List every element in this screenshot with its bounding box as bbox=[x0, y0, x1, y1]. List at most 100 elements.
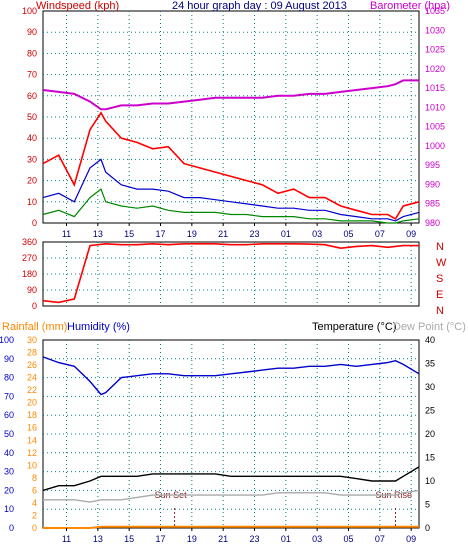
barometer-tick-label: 980 bbox=[425, 218, 440, 228]
barometer-tick-label: 1005 bbox=[425, 122, 445, 132]
barometer-tick-label: 985 bbox=[425, 199, 440, 209]
rainfall-tick-label: 0 bbox=[32, 523, 37, 533]
direction-axis: 0 90 180 270 360 bbox=[22, 237, 37, 311]
windspeed-axis: 0 10 20 30 40 50 60 70 80 90 100 bbox=[22, 6, 37, 228]
compass-label: W bbox=[436, 257, 447, 269]
x-tick-label: 01 bbox=[281, 534, 291, 544]
x-tick-label: 19 bbox=[187, 534, 197, 544]
x-tick-label: 13 bbox=[93, 229, 103, 239]
x-tick-label: 17 bbox=[155, 534, 165, 544]
x-tick-label: 23 bbox=[249, 229, 259, 239]
x-tick-label: 07 bbox=[375, 229, 385, 239]
temperature-axis-title: Temperature (°C) bbox=[312, 321, 396, 333]
x-tick-label: 11 bbox=[62, 229, 71, 239]
barometer-tick-label: 1030 bbox=[425, 25, 445, 35]
direction-tick-label: 180 bbox=[22, 269, 37, 279]
rainfall-tick-label: 20 bbox=[27, 398, 37, 408]
direction-plot-grid bbox=[43, 242, 419, 306]
rainfall-tick-label: 10 bbox=[27, 460, 37, 470]
barometer-axis-title: Barometer (hpa) bbox=[370, 0, 450, 12]
windspeed-tick-label: 90 bbox=[27, 27, 37, 37]
barometer-tick-label: 1010 bbox=[425, 102, 445, 112]
temperature-tick-label: 20 bbox=[425, 429, 435, 439]
temperature-tick-label: 30 bbox=[425, 382, 435, 392]
windspeed-tick-label: 80 bbox=[27, 48, 37, 58]
x-tick-label: 09 bbox=[406, 229, 416, 239]
windspeed-tick-label: 40 bbox=[27, 133, 37, 143]
humidity-tick-label: 50 bbox=[4, 429, 14, 439]
x-tick-label: 05 bbox=[343, 534, 353, 544]
compass-label: E bbox=[436, 289, 443, 301]
windspeed-tick-label: 50 bbox=[27, 112, 37, 122]
direction-tick-label: 360 bbox=[22, 237, 37, 247]
barometer-tick-label: 1025 bbox=[425, 45, 445, 55]
x-tick-label: 23 bbox=[249, 534, 259, 544]
humidity-axis-title: Humidity (%) bbox=[67, 321, 130, 333]
rainfall-tick-label: 22 bbox=[27, 385, 37, 395]
temperature-tick-label: 25 bbox=[425, 406, 435, 416]
barometer-tick-label: 1000 bbox=[425, 141, 445, 151]
rainfall-axis-title: Rainfall (mm) bbox=[2, 321, 67, 333]
x-tick-label: 07 bbox=[375, 534, 385, 544]
dewpoint-line bbox=[43, 489, 420, 503]
rainfall-line bbox=[43, 525, 419, 529]
rainfall-tick-label: 2 bbox=[32, 510, 37, 520]
x-tick-label: 09 bbox=[406, 534, 416, 544]
x-tick-label: 13 bbox=[93, 534, 103, 544]
temperature-tick-label: 10 bbox=[425, 476, 435, 486]
temperature-tick-label: 5 bbox=[425, 500, 430, 510]
humidity-tick-label: 80 bbox=[4, 373, 14, 383]
direction-series bbox=[42, 242, 419, 304]
windspeed-tick-label: 100 bbox=[22, 6, 37, 16]
direction-tick-label: 0 bbox=[32, 301, 37, 311]
humidity-tick-label: 70 bbox=[4, 391, 14, 401]
humidity-tick-label: 10 bbox=[4, 504, 14, 514]
barometer-tick-label: 990 bbox=[425, 179, 440, 189]
rainfall-tick-label: 16 bbox=[27, 423, 37, 433]
temperature-tick-label: 15 bbox=[425, 453, 435, 463]
barometer-tick-label: 1035 bbox=[425, 6, 445, 16]
average-line bbox=[42, 158, 420, 222]
humidity-tick-label: 40 bbox=[4, 448, 14, 458]
direction-tick-label: 90 bbox=[27, 285, 37, 295]
low-line bbox=[42, 188, 420, 224]
temperature-x-axis: 11 13 15 17 19 21 23 01 03 05 07 09 bbox=[62, 528, 416, 544]
humidity-tick-label: 90 bbox=[4, 354, 14, 364]
windspeed-tick-label: 20 bbox=[27, 176, 37, 186]
rainfall-tick-label: 12 bbox=[27, 448, 37, 458]
x-tick-label: 03 bbox=[312, 534, 322, 544]
windspeed-tick-label: 10 bbox=[27, 197, 37, 207]
rainfall-tick-label: 6 bbox=[32, 485, 37, 495]
temperature-plot-grid bbox=[43, 340, 419, 528]
humidity-axis: 0 10 20 30 40 50 60 70 80 90 100 bbox=[0, 335, 14, 533]
compass-label: N bbox=[436, 241, 444, 253]
rainfall-tick-label: 28 bbox=[27, 348, 37, 358]
humidity-tick-label: 60 bbox=[4, 410, 14, 420]
direction-line bbox=[42, 242, 419, 304]
wind-series bbox=[42, 79, 420, 224]
x-tick-label: 21 bbox=[218, 229, 228, 239]
temperature-line bbox=[42, 466, 420, 492]
barometer-tick-label: 1015 bbox=[425, 83, 445, 93]
temperature-axis: 0 5 10 15 20 25 30 35 40 bbox=[425, 335, 435, 533]
barometer-axis: 980 985 990 995 1000 1005 1010 1015 1020 1025 1030… bbox=[425, 6, 445, 228]
x-tick-label: 03 bbox=[312, 229, 322, 239]
rainfall-tick-label: 14 bbox=[27, 435, 37, 445]
humidity-tick-label: 30 bbox=[4, 467, 14, 477]
x-tick-label: 15 bbox=[124, 534, 134, 544]
dewpoint-axis-title: Dew Point (°C) bbox=[393, 321, 466, 333]
x-tick-label: 19 bbox=[187, 229, 197, 239]
rainfall-tick-label: 24 bbox=[27, 373, 37, 383]
temperature-series bbox=[42, 356, 420, 529]
humidity-tick-label: 100 bbox=[0, 335, 14, 345]
windspeed-tick-label: 0 bbox=[32, 218, 37, 228]
rainfall-tick-label: 4 bbox=[32, 498, 37, 508]
x-tick-label: 05 bbox=[343, 229, 353, 239]
humidity-tick-label: 20 bbox=[4, 485, 14, 495]
compass-label: N bbox=[436, 305, 444, 317]
windspeed-tick-label: 70 bbox=[27, 70, 37, 80]
